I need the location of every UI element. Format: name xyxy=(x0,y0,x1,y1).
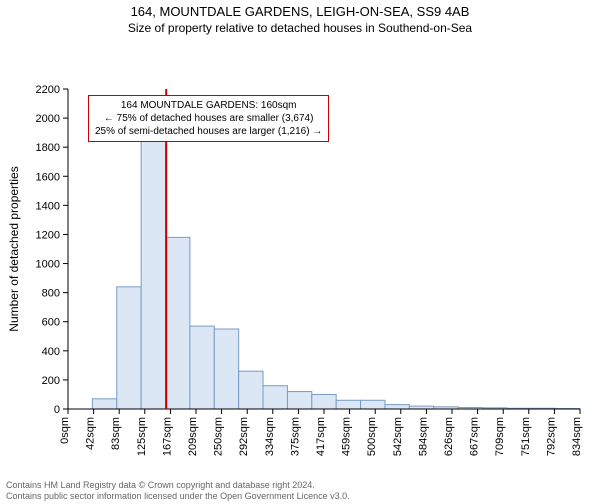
histogram-bar xyxy=(239,371,263,409)
chart-area: 0 200 400 600 800 1000 1200 1400 1600 1800 2000 220… xyxy=(0,39,600,459)
x-tick-label: 250sqm xyxy=(213,417,225,456)
x-tick-label: 834sqm xyxy=(571,417,583,456)
y-tick-label: 400 xyxy=(42,346,60,358)
x-tick-label: 167sqm xyxy=(161,417,173,456)
x-tick-label: 292sqm xyxy=(238,417,250,456)
chart-title: 164, MOUNTDALE GARDENS, LEIGH-ON-SEA, SS… xyxy=(0,4,600,19)
histogram-bar xyxy=(190,326,214,409)
histogram-bar xyxy=(361,400,385,409)
y-tick-label: 2000 xyxy=(36,113,60,125)
x-tick-label: 584sqm xyxy=(417,417,429,456)
y-tick-label: 1200 xyxy=(36,229,60,241)
y-tick-label: 800 xyxy=(42,288,60,300)
histogram-bar xyxy=(214,329,238,409)
chart-container: 164, MOUNTDALE GARDENS, LEIGH-ON-SEA, SS… xyxy=(0,4,600,504)
x-tick-label: 125sqm xyxy=(136,417,148,456)
histogram-bar xyxy=(336,400,360,409)
x-tick-label: 209sqm xyxy=(187,417,199,456)
chart-subtitle: Size of property relative to detached ho… xyxy=(0,21,600,35)
x-tick-label: 334sqm xyxy=(264,417,276,456)
histogram-bar xyxy=(141,137,165,409)
x-tick-label: 83sqm xyxy=(110,417,122,450)
x-tick-label: 459sqm xyxy=(341,417,353,456)
x-tick-label: 42sqm xyxy=(85,417,97,450)
y-tick-label: 1600 xyxy=(36,171,60,183)
x-tick-label: 417sqm xyxy=(315,417,327,456)
histogram-bar xyxy=(287,392,311,409)
histogram-bar xyxy=(117,287,141,409)
x-tick-label: 375sqm xyxy=(289,417,301,456)
x-tick-label: 709sqm xyxy=(494,417,506,456)
y-tick-label: 0 xyxy=(54,404,60,416)
y-tick-label: 2200 xyxy=(36,84,60,96)
histogram-bar xyxy=(263,386,287,409)
x-tick-label: 792sqm xyxy=(545,417,557,456)
y-tick-label: 1400 xyxy=(36,200,60,212)
y-tick-label: 200 xyxy=(42,375,60,387)
footer-line-1: Contains HM Land Registry data © Crown c… xyxy=(6,480,350,491)
histogram-bar xyxy=(92,399,116,409)
x-tick-label: 0sqm xyxy=(59,417,71,444)
x-tick-label: 542sqm xyxy=(392,417,404,456)
histogram-bar xyxy=(385,405,409,409)
x-tick-label: 751sqm xyxy=(520,417,532,456)
y-tick-label: 1800 xyxy=(36,142,60,154)
histogram-bar xyxy=(312,394,336,409)
y-tick-label: 600 xyxy=(42,317,60,329)
y-tick-label: 1000 xyxy=(36,259,60,271)
annotation-box: 164 MOUNTDALE GARDENS: 160sqm ← 75% of d… xyxy=(88,95,329,142)
annotation-line-3: 25% of semi-detached houses are larger (… xyxy=(95,125,322,138)
footer-attribution: Contains HM Land Registry data © Crown c… xyxy=(6,480,350,503)
x-tick-label: 500sqm xyxy=(366,417,378,456)
annotation-line-1: 164 MOUNTDALE GARDENS: 160sqm xyxy=(95,99,322,112)
histogram-bar xyxy=(166,237,190,409)
y-axis-label: Number of detached properties xyxy=(7,166,21,331)
footer-line-2: Contains public sector information licen… xyxy=(6,491,350,502)
x-tick-label: 626sqm xyxy=(443,417,455,456)
annotation-line-2: ← 75% of detached houses are smaller (3,… xyxy=(95,112,322,125)
x-tick-label: 667sqm xyxy=(469,417,481,456)
